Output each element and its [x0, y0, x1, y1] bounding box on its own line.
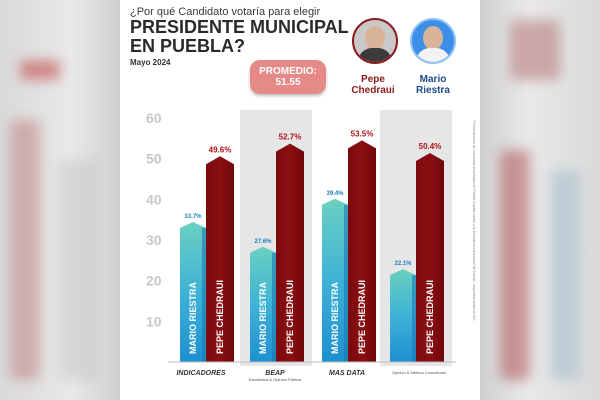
- y-tick-label: 20: [146, 273, 162, 289]
- bar-riestra-shade-2: [344, 204, 348, 362]
- bar-label-chedraui-2: PEPE CHEDRAUI: [357, 280, 367, 354]
- bar-chedraui-3: [416, 153, 444, 362]
- blurred-left-background: [0, 0, 120, 400]
- promedio-label: PROMEDIO:: [259, 66, 317, 77]
- y-tick-label: 10: [146, 313, 162, 329]
- pollster-logo-beap: BEAP Estadística & Opinión Pública: [248, 370, 302, 382]
- promedio-value: 51.55: [275, 77, 301, 88]
- bar-label-riestra-1: MARIO RIESTRA: [258, 281, 268, 354]
- bar-riestra-3: [390, 269, 416, 362]
- y-tick-label: 40: [146, 191, 162, 207]
- chedraui-avatar: [352, 18, 398, 64]
- infographic-panel: ¿Por qué Candidato votaría para elegir P…: [120, 0, 480, 400]
- chedraui-name: Pepe Chedraui: [351, 74, 395, 96]
- data-label-riestra-1: 27.6%: [254, 239, 272, 245]
- y-tick-label: 50: [146, 151, 162, 167]
- bar-riestra-shade-3: [412, 275, 416, 362]
- bar-label-riestra-0: MARIO RIESTRA: [188, 281, 198, 354]
- bar-riestra-0: [180, 221, 206, 362]
- data-label-chedraui-0: 49.6%: [209, 145, 232, 154]
- bar-riestra-shade-0: [202, 227, 206, 362]
- bar-riestra-2: [322, 198, 348, 362]
- riestra-name: Mario Riestra: [416, 74, 450, 96]
- bar-riestra-shade-1: [272, 252, 276, 362]
- bar-label-chedraui-0: PEPE CHEDRAUI: [215, 280, 225, 354]
- side-footnote: *Concentración de encuestas levantadas e…: [472, 120, 476, 322]
- headline-line-1: PRESIDENTE MUNICIPAL: [130, 17, 349, 37]
- blurred-right-background: [480, 0, 600, 400]
- data-label-riestra-2: 39.4%: [326, 191, 344, 197]
- y-tick-label: 30: [146, 232, 162, 248]
- bar-chedraui-1: [276, 143, 304, 362]
- data-label-chedraui-1: 52.7%: [279, 133, 302, 142]
- pollster-logo-opinion-metrica: Opinión & Métrica Consultores: [391, 370, 447, 375]
- bar-chedraui-2: [348, 140, 376, 362]
- bar-riestra-1: [250, 246, 276, 362]
- promedio-badge: PROMEDIO: 51.55: [250, 60, 326, 94]
- data-label-riestra-3: 22.1%: [394, 261, 412, 267]
- y-tick-label: 60: [146, 110, 162, 126]
- bar-label-chedraui-3: PEPE CHEDRAUI: [425, 280, 435, 354]
- bar-label-chedraui-1: PEPE CHEDRAUI: [285, 280, 295, 354]
- data-label-chedraui-2: 53.5%: [351, 129, 374, 138]
- pollster-logo-indicadores: INDICADORES: [176, 370, 226, 377]
- data-label-chedraui-3: 50.4%: [419, 142, 442, 151]
- riestra-avatar: [410, 18, 456, 64]
- poll-bar-chart: 10 20 30 40 50 60 33.7% MARIO RIESTRA 49.6% PEPE …: [146, 110, 456, 366]
- headline-line-2: EN PUEBLA?: [130, 36, 246, 56]
- bar-label-riestra-2: MARIO RIESTRA: [330, 281, 340, 354]
- pollster-logo-mas-data: MAS DATA: [329, 370, 365, 377]
- survey-date: Mayo 2024: [130, 58, 171, 67]
- question-text: ¿Por qué Candidato votaría para elegir: [130, 6, 321, 18]
- bar-chedraui-0: [206, 156, 234, 362]
- data-label-riestra-0: 33.7%: [184, 214, 202, 220]
